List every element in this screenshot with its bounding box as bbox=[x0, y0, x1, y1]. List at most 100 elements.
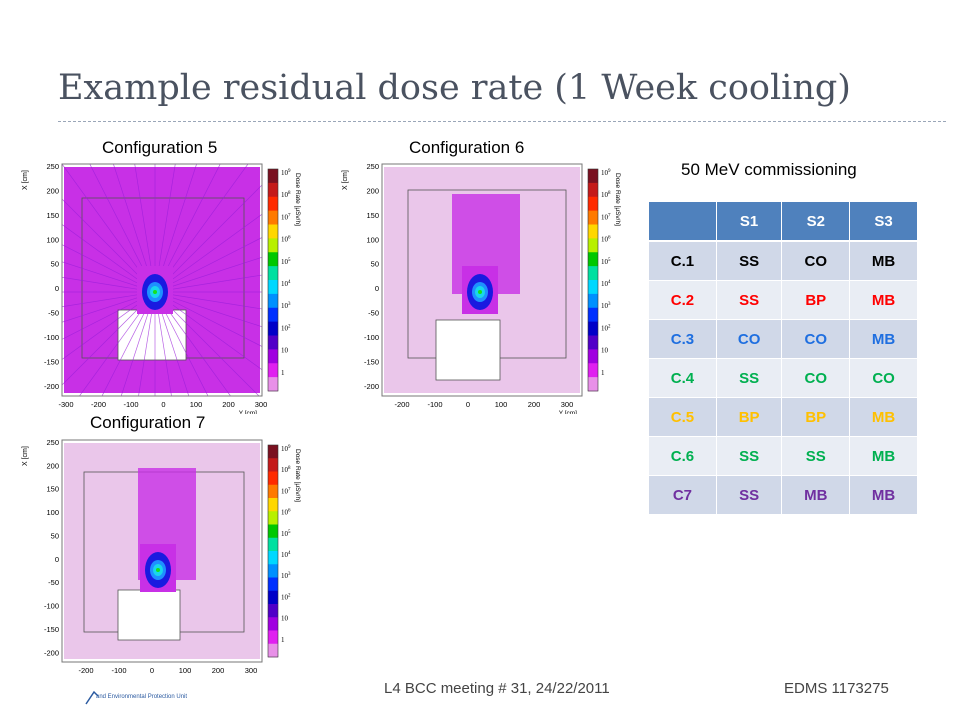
x-tick-label: -100 bbox=[111, 666, 126, 675]
table-cell: C7 bbox=[648, 475, 717, 515]
colorbar-segment bbox=[268, 238, 278, 253]
colorbar-segment bbox=[268, 471, 278, 486]
scatter-ray bbox=[20, 291, 156, 337]
table-cell: MB bbox=[849, 280, 918, 320]
x-tick-label: 0 bbox=[466, 400, 470, 409]
footer-meeting: L4 BCC meeting # 31, 24/22/2011 bbox=[384, 680, 610, 697]
colorbar-tick-label: 10 bbox=[281, 615, 289, 623]
shield-notch bbox=[435, 319, 501, 381]
colorbar-tick-label: 1 bbox=[601, 369, 605, 377]
colorbar-segment bbox=[588, 266, 598, 281]
colorbar-segment bbox=[588, 252, 598, 267]
table-cell: C.4 bbox=[648, 358, 717, 398]
table-cell: CO bbox=[715, 319, 783, 359]
colorbar-segment bbox=[588, 363, 598, 378]
table-cell: MB bbox=[781, 475, 851, 515]
colorbar-segment bbox=[588, 349, 598, 364]
y-tick-label: 200 bbox=[366, 186, 379, 195]
colorbar-title: Dose Rate [μSv/h] bbox=[614, 173, 621, 226]
x-tick-label: 200 bbox=[528, 400, 541, 409]
table-row: C.3 CO CO MB bbox=[648, 319, 918, 359]
table-cell: C.3 bbox=[648, 319, 717, 359]
scatter-ray bbox=[20, 247, 156, 293]
colorbar-tick-label: 102 bbox=[281, 324, 291, 332]
y-tick-label: 0 bbox=[55, 284, 59, 293]
x-tick-label: 100 bbox=[179, 666, 192, 675]
colorbar-segment bbox=[268, 280, 278, 295]
colorbar-segment bbox=[268, 363, 278, 378]
colorbar-segment bbox=[588, 377, 598, 392]
colorbar-frame bbox=[267, 444, 279, 658]
table-cell: BP bbox=[715, 397, 783, 437]
beam-spot bbox=[478, 290, 482, 294]
table-cell: SS bbox=[715, 436, 783, 476]
colorbar-segment bbox=[268, 293, 278, 309]
shield-notch bbox=[117, 309, 187, 361]
colorbar-segment bbox=[268, 564, 278, 578]
y-tick-label: 50 bbox=[51, 260, 59, 269]
y-tick-label: 200 bbox=[46, 461, 59, 470]
colorbar-segment bbox=[268, 604, 278, 618]
y-tick-label: 100 bbox=[46, 508, 59, 517]
x-tick-label: 0 bbox=[150, 666, 154, 675]
y-tick-label: -150 bbox=[44, 625, 59, 634]
y-tick-label: -200 bbox=[364, 382, 379, 391]
colorbar-tick-label: 1 bbox=[281, 636, 285, 644]
colorbar-tick-label: 103 bbox=[281, 302, 291, 310]
colorbar-segment bbox=[268, 484, 278, 499]
y-tick-label: -150 bbox=[364, 357, 379, 366]
colorbar-segment bbox=[268, 643, 278, 658]
commissioning-label: 50 MeV commissioning bbox=[681, 160, 857, 179]
shield-notch bbox=[117, 589, 181, 641]
colorbar-tick-label: 108 bbox=[601, 191, 611, 199]
y-tick-label: 50 bbox=[51, 531, 59, 540]
colorbar-segment bbox=[268, 551, 278, 565]
colorbar-tick-label: 104 bbox=[601, 280, 611, 288]
y-axis-title: X [cm] bbox=[22, 446, 29, 466]
scatter-ray bbox=[133, 158, 156, 293]
scatter-ray bbox=[154, 158, 199, 293]
colorbar-segment bbox=[268, 577, 278, 592]
x-tick-label: -100 bbox=[123, 400, 138, 409]
colorbar-segment bbox=[268, 630, 278, 645]
colorbar-segment bbox=[268, 349, 278, 364]
logo-text: and Environmental Protection Unit bbox=[96, 694, 187, 700]
scatter-ray bbox=[114, 291, 156, 414]
colorbar-tick-label: 105 bbox=[601, 258, 611, 266]
colorbar-tick-label: 109 bbox=[601, 169, 611, 177]
colorbar-segment bbox=[268, 458, 278, 472]
footer-edms: EDMS 1173275 bbox=[784, 680, 889, 697]
slide-title: Example residual dose rate (1 Week cooli… bbox=[58, 68, 851, 108]
colorbar-title: Dose Rate [μSv/h] bbox=[294, 173, 301, 226]
x-tick-label: 300 bbox=[561, 400, 574, 409]
colorbar-tick-label: 103 bbox=[601, 302, 611, 310]
y-tick-label: -200 bbox=[44, 648, 59, 657]
x-axis-title: Y [cm] bbox=[559, 410, 577, 414]
scatter-ray bbox=[154, 291, 175, 414]
colorbar-segment bbox=[268, 196, 278, 212]
table-cell: MB bbox=[849, 240, 918, 281]
colorbar-segment bbox=[268, 498, 278, 512]
mask bbox=[20, 158, 62, 414]
table-cell: MB bbox=[849, 436, 918, 476]
y-tick-label: 250 bbox=[46, 162, 59, 171]
table-cell: SS bbox=[715, 358, 783, 398]
colorbar-tick-label: 102 bbox=[281, 593, 291, 601]
x-tick-label: 100 bbox=[190, 400, 203, 409]
colorbar-tick-label: 107 bbox=[281, 213, 291, 221]
x-tick-label: -100 bbox=[427, 400, 442, 409]
config-7-label: Configuration 7 bbox=[90, 413, 206, 432]
table-row: C.5 BP BP MB bbox=[648, 397, 918, 437]
y-tick-label: 250 bbox=[366, 162, 379, 171]
table-cell: CO bbox=[781, 240, 851, 281]
colorbar-tick-label: 103 bbox=[281, 572, 291, 580]
configuration-table: S1 S2 S3 C.1 SS CO MB C.2 SS BP MB C.3 CO CO MB C.4 S… bbox=[648, 201, 918, 515]
x-tick-label: 0 bbox=[161, 400, 165, 409]
x-axis-title: Y [cm] bbox=[239, 410, 257, 414]
table-cell: SS bbox=[715, 475, 783, 515]
colorbar-frame bbox=[267, 168, 279, 392]
colorbar-segment bbox=[588, 238, 598, 253]
y-tick-label: -200 bbox=[44, 382, 59, 391]
scatter-ray bbox=[20, 270, 156, 293]
